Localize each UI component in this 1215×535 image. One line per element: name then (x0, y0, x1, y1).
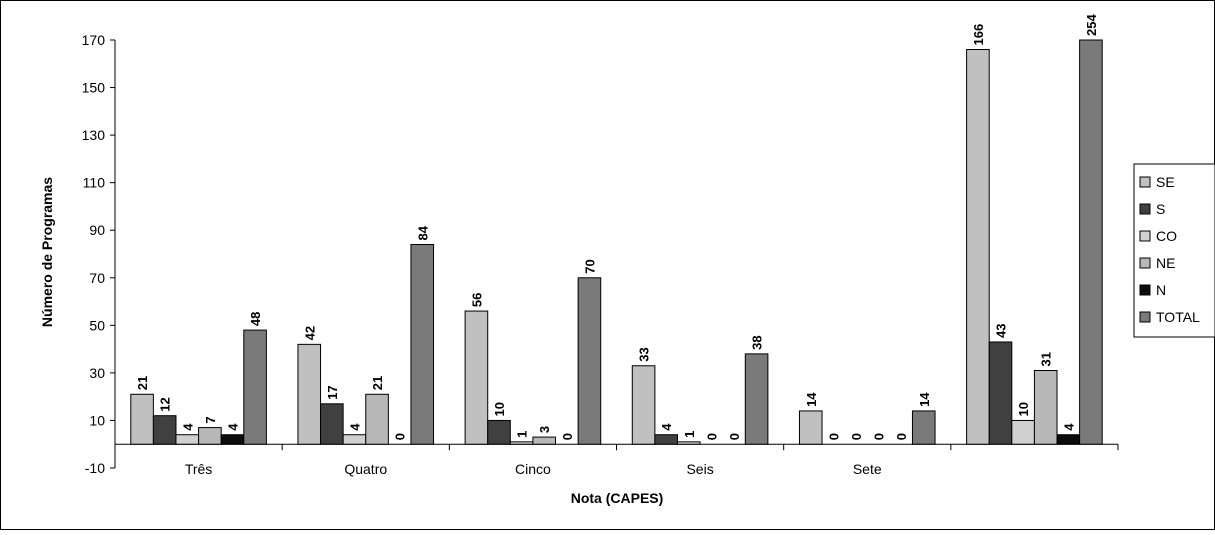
y-tick-label: 30 (89, 365, 105, 381)
data-label: 48 (248, 312, 263, 326)
legend: SE S CO NE N TOTAL (1133, 163, 1215, 338)
data-label: 4 (225, 423, 240, 431)
legend-label-total: TOTAL (1156, 309, 1200, 325)
x-axis-title: Nota (CAPES) (571, 490, 664, 506)
data-label: 3 (537, 426, 552, 433)
data-label: 4 (1061, 423, 1076, 431)
bar-s (320, 403, 344, 445)
y-tick-label: 130 (82, 127, 106, 143)
legend-box (1133, 163, 1215, 338)
y-tick-label: 90 (89, 222, 105, 238)
data-label: 21 (370, 376, 385, 390)
bar-co (509, 441, 534, 445)
data-label: 0 (872, 433, 887, 440)
data-label: 43 (994, 324, 1009, 338)
bar-se (130, 393, 154, 445)
bar-total (243, 329, 267, 445)
y-tick-label: 50 (89, 317, 105, 333)
legend-label-ne: NE (1156, 255, 1175, 271)
x-category-label: Três (185, 461, 212, 477)
y-tick-label: -10 (85, 460, 105, 476)
bar-ne (532, 436, 557, 445)
x-category-label: Quatro (344, 461, 387, 477)
data-label: 33 (637, 347, 652, 361)
bar-s (487, 419, 511, 445)
data-label: 0 (849, 433, 864, 440)
data-label: 4 (180, 423, 195, 431)
bar-se (798, 410, 823, 445)
data-label: 1 (682, 431, 697, 438)
bar-total (911, 410, 936, 445)
data-label: 31 (1039, 352, 1054, 366)
x-category-label: Sete (853, 461, 882, 477)
bar-se (464, 310, 489, 445)
legend-label-se: SE (1156, 174, 1175, 190)
y-tick-label: 170 (82, 32, 106, 48)
x-category-label: Seis (686, 461, 713, 477)
data-label: 70 (582, 259, 597, 273)
data-label: 14 (804, 392, 819, 407)
data-label: 0 (560, 433, 575, 440)
bar-total (410, 243, 435, 445)
data-label: 10 (1016, 402, 1031, 416)
bar-n (1056, 434, 1081, 445)
bar-co (676, 441, 701, 445)
data-label: 38 (750, 335, 765, 349)
legend-label-co: CO (1156, 228, 1177, 244)
x-category-label: Cinco (515, 461, 551, 477)
data-label: 21 (135, 376, 150, 390)
bar-se (966, 49, 990, 445)
legend-swatch-s (1139, 203, 1151, 215)
y-axis-title: Número de Programas (39, 177, 55, 327)
data-label: 17 (325, 385, 340, 399)
data-label: 4 (347, 423, 362, 431)
data-label: 7 (203, 416, 218, 423)
data-label: 0 (393, 433, 408, 440)
legend-swatch-total (1139, 311, 1151, 323)
legend-swatch-n (1139, 284, 1151, 296)
bar-co (1011, 419, 1035, 445)
bar-s (988, 341, 1013, 445)
data-label: 4 (659, 423, 674, 431)
y-tick-label: 150 (82, 80, 106, 96)
data-label: 0 (727, 433, 742, 440)
y-tick-label: 110 (83, 175, 106, 191)
y-tick-label: 10 (89, 412, 105, 428)
data-label: 56 (469, 293, 484, 307)
data-label: 42 (302, 326, 317, 340)
bar-ne (1033, 370, 1058, 445)
legend-swatch-ne (1139, 257, 1151, 269)
data-label: 10 (492, 402, 507, 416)
data-label: 84 (415, 225, 430, 240)
data-label: 1 (515, 431, 530, 438)
bar-ne (365, 393, 389, 445)
data-label: 0 (826, 433, 841, 440)
bar-total (577, 277, 602, 445)
bar-s (654, 434, 678, 445)
bar-total (744, 353, 769, 445)
bar-se (631, 365, 656, 445)
bar-co (342, 434, 367, 445)
data-label: 12 (158, 397, 173, 411)
data-label: 0 (894, 433, 909, 440)
data-label: 254 (1084, 14, 1099, 36)
bar-total (1079, 39, 1103, 445)
data-label: 14 (917, 392, 932, 407)
bar-co (175, 434, 200, 445)
data-label: 166 (971, 24, 986, 46)
bar-ne (198, 427, 222, 445)
data-label: 0 (704, 433, 719, 440)
legend-swatch-co (1139, 230, 1151, 242)
bar-s (152, 415, 177, 445)
bar-se (297, 343, 322, 445)
legend-swatch-se (1139, 176, 1151, 188)
y-tick-label: 70 (89, 270, 105, 286)
legend-label-n: N (1156, 282, 1166, 298)
bar-n (220, 434, 245, 445)
legend-label-s: S (1156, 201, 1165, 217)
